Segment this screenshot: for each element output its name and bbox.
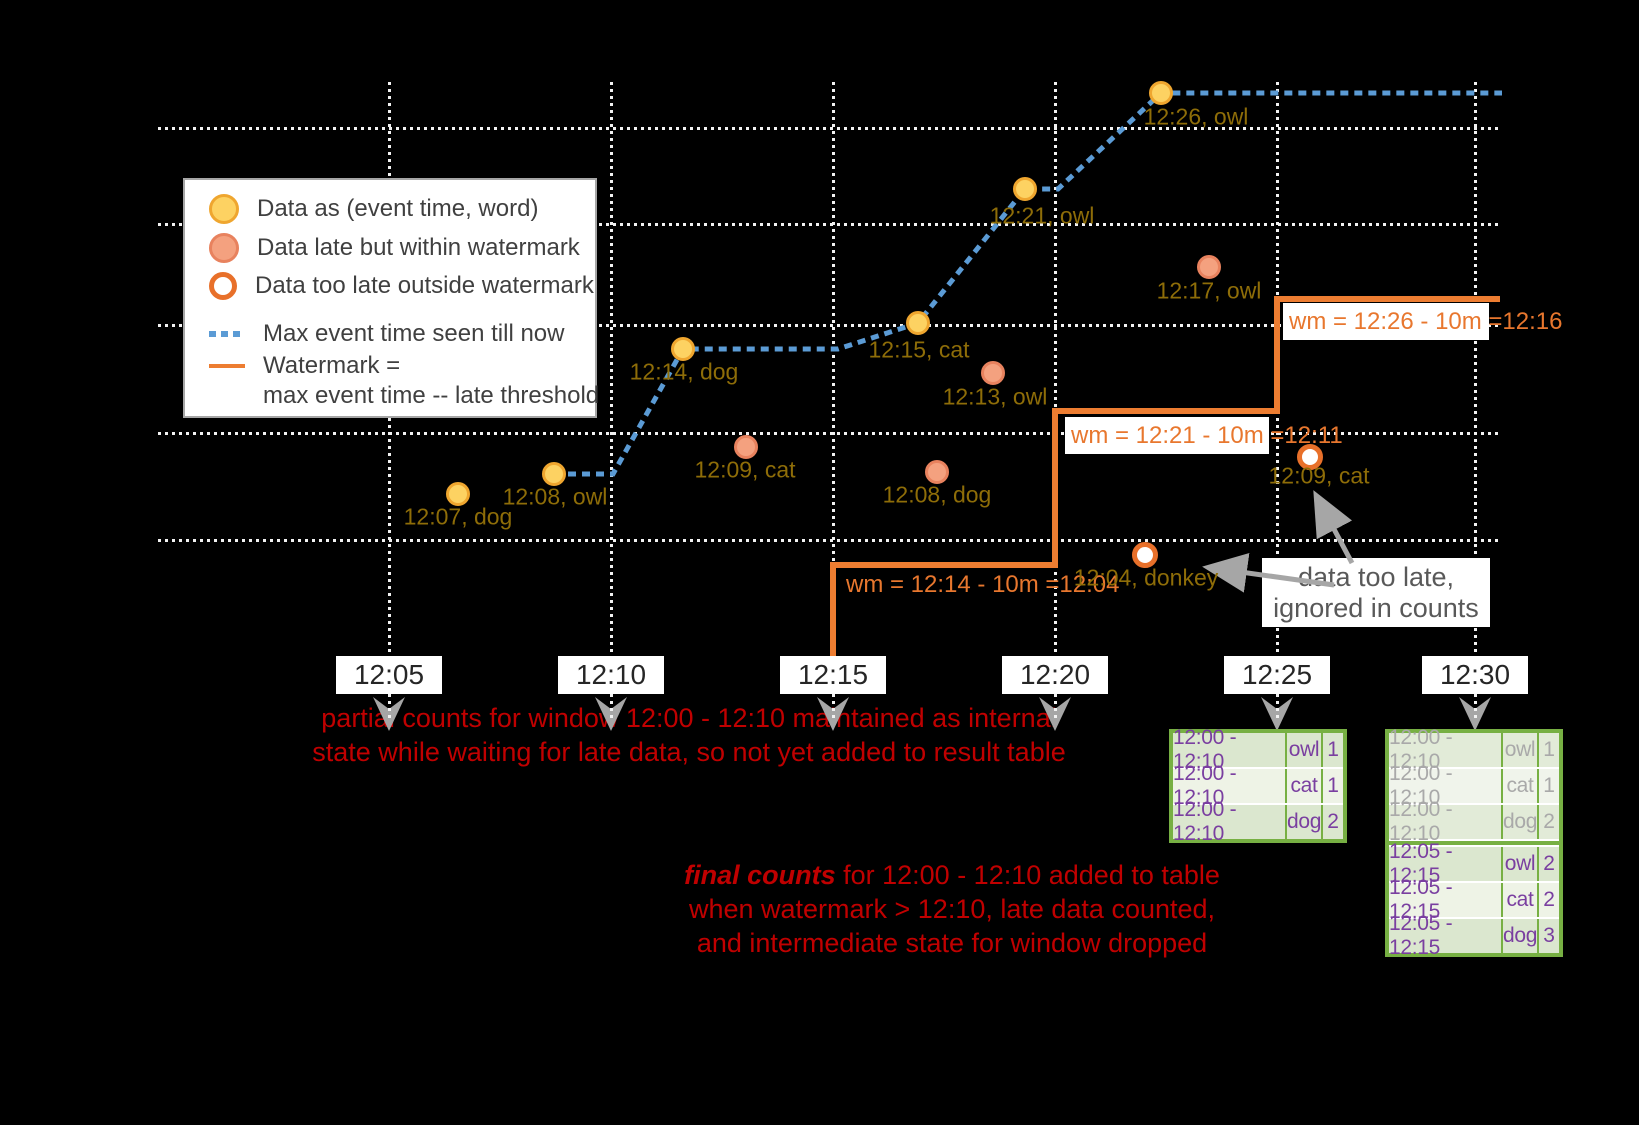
final-counts-line1-rest: for 12:00 - 12:10 added to table [835, 860, 1220, 890]
legend-item-label: Watermark = [263, 352, 401, 379]
blue-dash-icon [209, 331, 245, 337]
window-cell: 12:00 - 12:10 [1173, 798, 1285, 845]
window-cell: 12:05 - 12:15 [1389, 876, 1501, 923]
legend-item: Watermark = [209, 351, 400, 381]
count-cell: 2 [1321, 805, 1343, 839]
data-point-label: 12:04, donkey [1073, 564, 1219, 591]
legend-item-label-line2: max event time -- late threshold [263, 382, 600, 409]
axis-arrow-stub [832, 694, 835, 718]
orange-line-icon [209, 364, 245, 368]
table-group-divider [1389, 841, 1559, 845]
legend-item: Data too late outside watermark [209, 271, 594, 301]
legend-item: Data as (event time, word) [209, 194, 538, 224]
legend-item: Max event time seen till now [209, 319, 564, 349]
final-counts-line1: final counts for 12:00 - 12:10 added to … [684, 858, 1220, 892]
axis-arrow-stub [1276, 694, 1279, 718]
final-counts-annotation: final counts for 12:00 - 12:10 added to … [684, 858, 1220, 960]
data-point-label: 12:09, cat [1268, 462, 1370, 489]
axis-arrow-stub [610, 694, 613, 718]
final-counts-lead: final counts [684, 860, 836, 890]
data-point-1217-owl [1197, 255, 1221, 279]
word-cell: dog [1285, 805, 1321, 839]
data-point-1208-dog [925, 460, 949, 484]
partial-counts-annotation: partial counts for window 12:00 - 12:10 … [312, 701, 1065, 769]
count-cell: 2 [1537, 805, 1559, 839]
data-point-1215-cat [906, 311, 930, 335]
table-row: 12:00 - 12:10 dog 2 [1389, 798, 1559, 845]
window-cell: 12:00 - 12:10 [1389, 726, 1501, 773]
window-cell: 12:05 - 12:15 [1389, 912, 1501, 959]
data-point-label: 12:14, dog [629, 358, 739, 385]
data-point-label: 12:26, owl [1143, 103, 1249, 130]
legend: Data as (event time, word) Data late but … [183, 178, 600, 418]
word-cell: cat [1501, 769, 1537, 803]
data-point-label: 12:09, cat [694, 456, 796, 483]
time-box-1215: 12:15 [780, 656, 886, 694]
final-counts-line3: and intermediate state for window droppe… [696, 928, 1208, 958]
word-cell: owl [1285, 733, 1321, 767]
time-box-1230: 12:30 [1422, 656, 1528, 694]
time-box-1220: 12:20 [1002, 656, 1108, 694]
word-cell: dog [1501, 919, 1537, 953]
count-cell: 1 [1537, 733, 1559, 767]
data-point-label: 12:21, owl [989, 202, 1095, 229]
partial-counts-line1: partial counts for window 12:00 - 12:10 … [321, 703, 1057, 733]
data-point-label: 12:08, owl [502, 483, 608, 510]
time-box-1205: 12:05 [336, 656, 442, 694]
table-row: 12:05 - 12:15 cat 2 [1389, 876, 1559, 923]
data-point-1204-donkey [1132, 542, 1158, 568]
count-cell: 1 [1321, 769, 1343, 803]
table-row: 12:00 - 12:10 owl 1 [1389, 726, 1559, 773]
final-counts-line2: when watermark > 12:10, late data counte… [688, 894, 1216, 924]
data-point-1221-owl [1013, 177, 1037, 201]
data-point-1207-dog [446, 482, 470, 506]
legend-item-label: Data too late outside watermark [255, 272, 594, 299]
count-cell: 3 [1537, 919, 1559, 953]
axis-arrow-stub [1054, 694, 1057, 718]
data-point-1209-cat [1297, 444, 1323, 470]
axis-arrow-stub [1474, 694, 1477, 718]
word-cell: cat [1285, 769, 1321, 803]
legend-item-label: Data as (event time, word) [257, 195, 539, 222]
word-cell: owl [1501, 847, 1537, 881]
result-table-1: 12:00 - 12:10 owl 1 12:00 - 12:10 cat 1 12:00 … [1169, 726, 1347, 845]
data-point-1209-cat [734, 435, 758, 459]
partial-counts-line2: state while waiting for late data, so no… [312, 737, 1066, 767]
word-cell: dog [1501, 805, 1537, 839]
data-point-label: 12:15, cat [868, 336, 970, 363]
orange-ring-icon [209, 272, 237, 300]
count-cell: 1 [1537, 769, 1559, 803]
legend-item-label: Data late but within watermark [257, 234, 580, 261]
table-row: 12:00 - 12:10 dog 2 [1173, 798, 1343, 845]
axis-arrow-stub [388, 694, 391, 718]
result-table-2: 12:00 - 12:10 owl 1 12:00 - 12:10 cat 1 12:00 … [1385, 726, 1563, 959]
legend-item: Data late but within watermark [209, 233, 580, 263]
data-point-1214-dog [671, 337, 695, 361]
data-point-label: 12:07, dog [403, 503, 513, 530]
table-row: 12:00 - 12:10 owl 1 [1173, 726, 1343, 773]
window-cell: 12:00 - 12:10 [1389, 798, 1501, 845]
data-point-label: 12:17, owl [1156, 277, 1262, 304]
data-point-1208-owl [542, 462, 566, 486]
data-point-label: 12:08, dog [882, 481, 992, 508]
count-cell: 2 [1537, 847, 1559, 881]
time-box-1225: 12:25 [1224, 656, 1330, 694]
salmon-dot-icon [209, 233, 239, 263]
count-cell: 1 [1321, 733, 1343, 767]
time-box-1210: 12:10 [558, 656, 664, 694]
count-cell: 2 [1537, 883, 1559, 917]
data-point-1213-owl [981, 361, 1005, 385]
table-row: 12:05 - 12:15 dog 3 [1389, 912, 1559, 959]
window-cell: 12:00 - 12:10 [1173, 726, 1285, 773]
data-point-1226-owl [1149, 81, 1173, 105]
data-point-label: 12:13, owl [942, 383, 1048, 410]
legend-item-label: Max event time seen till now [263, 320, 565, 347]
word-cell: cat [1501, 883, 1537, 917]
yellow-dot-icon [209, 194, 239, 224]
word-cell: owl [1501, 733, 1537, 767]
table-row: 12:05 - 12:15 owl 2 [1389, 840, 1559, 887]
